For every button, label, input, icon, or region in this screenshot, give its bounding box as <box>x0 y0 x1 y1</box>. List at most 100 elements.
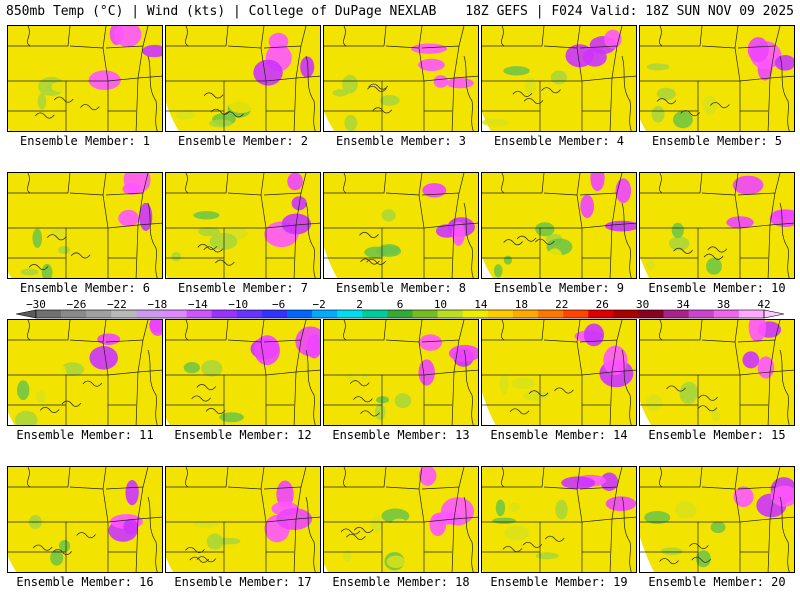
temperature-blob <box>32 228 43 249</box>
temperature-field-map <box>8 320 162 425</box>
state-border-line <box>458 173 465 194</box>
state-border-line <box>576 467 581 490</box>
temperature-blob <box>114 26 142 48</box>
colorbar-segment <box>111 310 137 318</box>
state-border-line <box>640 467 703 488</box>
state-border-line <box>734 320 739 343</box>
state-border-line <box>137 75 162 79</box>
temperature-band <box>166 173 320 278</box>
colorbar-tick-label: 22 <box>555 300 568 311</box>
temperature-contour <box>512 90 533 97</box>
temperature-blob <box>644 510 671 524</box>
colorbar-segment <box>61 310 87 318</box>
temperature-blob <box>342 74 358 94</box>
temperature-contour <box>710 102 730 109</box>
temperature-blob <box>433 75 448 88</box>
state-border-line <box>458 467 465 488</box>
temperature-blob <box>386 555 406 569</box>
state-border-line <box>147 349 158 425</box>
state-border-line <box>8 26 71 47</box>
ensemble-member-map <box>165 319 321 426</box>
temperature-blob <box>175 110 195 120</box>
temperature-blob <box>664 361 686 373</box>
state-border-line <box>300 26 307 47</box>
temperature-blob <box>171 252 181 262</box>
state-border-line <box>453 75 478 79</box>
temperature-contour <box>189 556 210 563</box>
temperature-blob <box>422 183 447 198</box>
ensemble-member-label: Ensemble Member: 5 <box>651 134 783 148</box>
temperature-blob <box>54 364 67 384</box>
temperature-band <box>482 173 636 278</box>
colorbar-segment <box>362 310 388 318</box>
temperature-contour <box>509 408 530 415</box>
temperature-band <box>166 320 320 425</box>
colorbar-segment <box>161 310 187 318</box>
temperature-contour <box>522 541 543 548</box>
state-border-line <box>166 320 229 341</box>
temperature-blob <box>774 55 794 71</box>
state-border-line <box>640 26 703 47</box>
state-border-line <box>463 496 474 572</box>
state-border-line <box>774 26 781 47</box>
ensemble-member-map <box>7 466 163 573</box>
temperature-contour <box>53 96 74 103</box>
state-border-line <box>501 173 505 194</box>
temperature-blob <box>493 264 503 278</box>
temperature-band <box>640 173 794 278</box>
state-border-line <box>616 173 623 194</box>
temperature-blob <box>41 263 53 278</box>
temperature-contour <box>666 385 686 392</box>
temperature-field-map <box>8 467 162 572</box>
state-border-line <box>102 320 107 343</box>
ensemble-member-map <box>7 172 163 279</box>
temperature-blob <box>118 209 139 227</box>
temperature-field-map <box>640 467 794 572</box>
state-border-line <box>260 467 265 490</box>
state-border-line <box>300 173 307 194</box>
ensemble-member-label: Ensemble Member: 18 <box>332 575 470 589</box>
state-border-line <box>458 26 465 47</box>
ensemble-member-label: Ensemble Member: 8 <box>335 281 467 295</box>
temperature-blob <box>183 362 201 374</box>
temperature-blob <box>590 173 605 192</box>
temperature-contour <box>215 259 235 266</box>
colorbar-segment <box>663 310 689 318</box>
state-border-line <box>616 320 623 341</box>
colorbar-min-arrow <box>15 309 37 319</box>
temperature-blob <box>177 356 205 365</box>
state-border-line <box>324 173 387 194</box>
temperature-blob <box>732 175 764 195</box>
ensemble-member-label: Ensemble Member: 20 <box>648 575 786 589</box>
state-border-line <box>640 320 703 341</box>
state-border-line <box>453 369 478 373</box>
temperature-blob <box>411 43 448 54</box>
colorbar-tick-label: 10 <box>434 300 447 311</box>
colorbar-tick-label: 14 <box>474 300 488 311</box>
temperature-contour <box>39 406 60 413</box>
temperature-blob <box>36 390 46 403</box>
state-border-line <box>576 320 581 343</box>
temperature-contour <box>523 97 544 105</box>
temperature-contour <box>210 108 231 115</box>
temperature-band <box>482 467 636 572</box>
temperature-band <box>8 467 162 572</box>
temperature-blob <box>702 95 718 115</box>
temperature-blob <box>254 335 280 366</box>
state-border-line <box>621 349 632 425</box>
ensemble-member-map <box>481 466 637 573</box>
temperature-field-map <box>640 26 794 131</box>
temperature-contour <box>689 542 709 550</box>
temperature-blob <box>535 552 559 560</box>
state-border-line <box>611 369 636 373</box>
colorbar-tick-label: −18 <box>147 300 167 311</box>
colorbar-segment <box>387 310 413 318</box>
state-border-line <box>482 173 545 194</box>
temperature-contour <box>680 110 700 117</box>
state-border-line <box>734 173 739 196</box>
temperature-blob <box>306 334 320 359</box>
temperature-contour <box>544 535 565 542</box>
state-border-line <box>260 320 265 343</box>
colorbar-segment <box>512 310 539 318</box>
ensemble-member-map <box>639 319 795 426</box>
